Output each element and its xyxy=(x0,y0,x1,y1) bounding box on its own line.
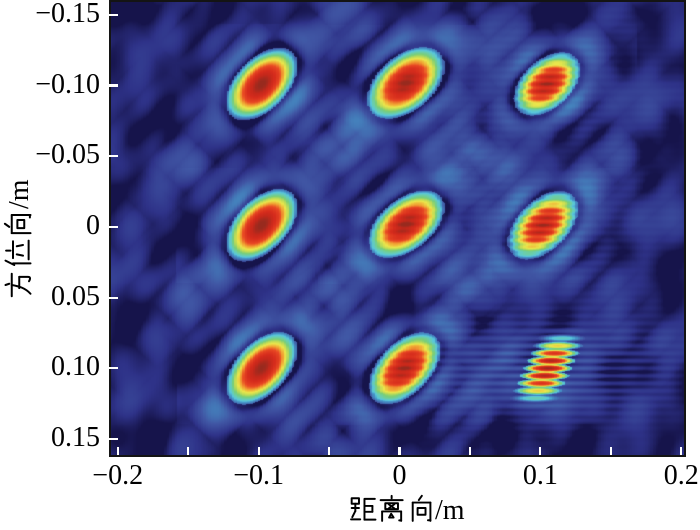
svg-text:/m: /m xyxy=(4,179,32,209)
svg-text:/m: /m xyxy=(435,495,465,525)
